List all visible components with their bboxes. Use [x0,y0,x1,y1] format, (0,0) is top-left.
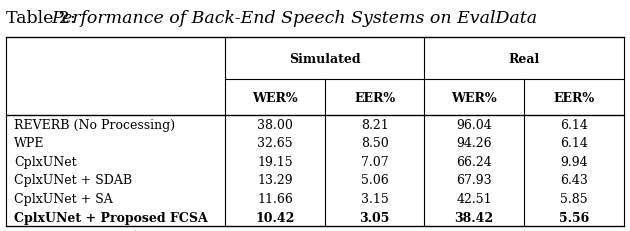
Text: 5.85: 5.85 [560,192,588,205]
Text: 8.21: 8.21 [361,118,389,131]
Text: 7.07: 7.07 [361,155,388,168]
Text: CplxUNet + SA: CplxUNet + SA [14,192,113,205]
Text: 11.66: 11.66 [257,192,293,205]
Text: WER%: WER% [253,91,298,104]
Text: 5.56: 5.56 [559,211,589,224]
Text: 96.04: 96.04 [456,118,492,131]
Text: 32.65: 32.65 [258,137,293,150]
Text: 3.05: 3.05 [359,211,390,224]
Text: WPE: WPE [14,137,44,150]
Text: CplxUNet + SDAB: CplxUNet + SDAB [14,174,132,187]
Text: Real: Real [508,52,540,65]
Text: 19.15: 19.15 [258,155,293,168]
Text: EER%: EER% [354,91,395,104]
Text: Table 2:: Table 2: [6,10,81,27]
Text: 38.42: 38.42 [454,211,493,224]
Text: 42.51: 42.51 [456,192,492,205]
Text: 6.43: 6.43 [559,174,588,187]
Text: 38.00: 38.00 [257,118,293,131]
Text: 13.29: 13.29 [258,174,293,187]
Text: 5.06: 5.06 [361,174,389,187]
Text: 66.24: 66.24 [456,155,492,168]
Text: 6.14: 6.14 [559,137,588,150]
Text: CplxUNet + Proposed FCSA: CplxUNet + Proposed FCSA [14,211,208,224]
Text: 10.42: 10.42 [256,211,295,224]
Text: 8.50: 8.50 [361,137,389,150]
Text: REVERB (No Processing): REVERB (No Processing) [14,118,175,131]
Text: CplxUNet: CplxUNet [14,155,76,168]
Text: 94.26: 94.26 [456,137,492,150]
Text: 3.15: 3.15 [361,192,389,205]
Text: 6.14: 6.14 [559,118,588,131]
Text: EER%: EER% [553,91,594,104]
Text: Performance of Back-End Speech Systems on EvalData: Performance of Back-End Speech Systems o… [52,10,538,27]
Text: WER%: WER% [451,91,497,104]
Text: 67.93: 67.93 [456,174,492,187]
Text: Simulated: Simulated [289,52,361,65]
Text: 9.94: 9.94 [560,155,588,168]
